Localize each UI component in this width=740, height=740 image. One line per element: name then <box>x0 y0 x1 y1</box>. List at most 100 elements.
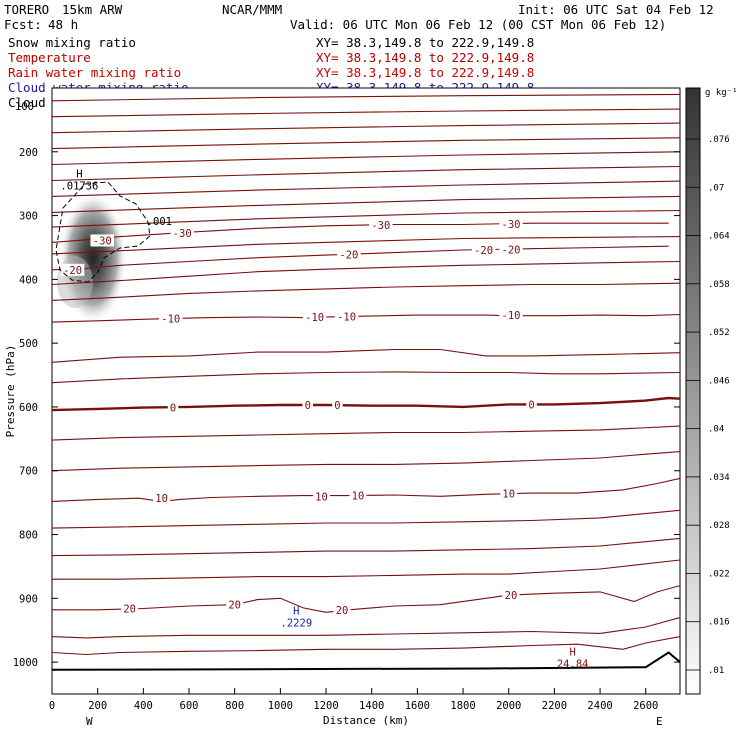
contour-label: 20 <box>123 604 136 616</box>
contour-label-bg <box>167 401 179 414</box>
x-tick-label: 0 <box>49 700 55 712</box>
contour-label: 0 <box>305 400 311 412</box>
y-tick-label: 600 <box>19 402 38 414</box>
contour-label-bg <box>332 399 343 412</box>
contour-label-bg <box>60 263 85 276</box>
isotherm-line <box>52 509 680 529</box>
contour-label: -20 <box>502 244 521 256</box>
x-tick-label: 1400 <box>359 700 384 712</box>
isotherm-line <box>52 282 680 301</box>
colorbar-label: .07 <box>708 183 724 193</box>
contour-label: 0 <box>528 399 534 411</box>
contour-label-bg <box>302 311 327 324</box>
isotherm-line <box>52 636 680 656</box>
contour-label-bg <box>499 217 523 230</box>
x-tick-label: 1000 <box>268 700 293 712</box>
isotherm-line <box>52 425 680 441</box>
field-coordinates: XY= 38.3,149.8 to 222.9,149.8 <box>316 65 534 80</box>
field-name: Rain water mixing ratio <box>8 65 181 80</box>
contour-label-bg <box>526 398 537 411</box>
contour-label-bg <box>153 492 171 505</box>
x-tick-label: 2000 <box>496 700 521 712</box>
isotherm-line <box>52 165 680 182</box>
y-tick-label: 400 <box>19 274 38 286</box>
contour-label: -10 <box>305 312 324 324</box>
y-tick-label: 700 <box>19 466 38 478</box>
colorbar-label: .04 <box>708 425 724 435</box>
max-value: .01736 <box>60 180 98 192</box>
contour-label: 10 <box>352 491 365 503</box>
isotherm-line <box>52 93 680 102</box>
contour-label-bg <box>502 589 520 602</box>
max-value: 24.84 <box>557 659 589 671</box>
contour-label-bg <box>500 487 518 500</box>
field-name: Temperature <box>8 50 91 65</box>
y-tick-label: 200 <box>19 147 38 159</box>
y-axis-title: Pressure (hPa) <box>4 345 17 438</box>
contour-label-bg <box>471 244 496 257</box>
terrain-surface <box>52 651 680 671</box>
valid-time: Valid: 06 UTC Mon 06 Feb 12 (00 CST Mon … <box>290 17 666 32</box>
contour-label: 20 <box>228 600 241 612</box>
isotherm-line <box>52 209 680 228</box>
max-marker: H <box>293 605 299 617</box>
y-tick-label: 1000 <box>13 657 38 669</box>
x-tick-label: 800 <box>225 700 244 712</box>
y-tick-label: 300 <box>19 211 38 223</box>
isotherm-line <box>52 348 680 363</box>
isotherm-line <box>52 137 680 150</box>
max-marker: H <box>570 647 576 659</box>
isotherm-line <box>52 559 680 580</box>
isotherm-line <box>52 537 680 557</box>
contour-label: 10 <box>502 489 515 501</box>
contour-label-bg <box>170 226 194 239</box>
field-coordinates: XY= 38.3,149.8 to 222.9,149.8 <box>316 35 534 50</box>
contour-label: -30 <box>502 219 521 231</box>
contour-label: -20 <box>339 249 358 261</box>
west-label: W <box>86 715 93 728</box>
y-tick-label: 100 <box>15 101 34 113</box>
contour-label-bg <box>349 489 367 502</box>
isotherm-line <box>52 122 680 134</box>
x-tick-label: 2400 <box>587 700 612 712</box>
colorbar-label: .046 <box>708 376 730 386</box>
x-tick-label: 600 <box>180 700 199 712</box>
contour-label-bg <box>302 399 314 412</box>
x-tick-label: 1600 <box>405 700 430 712</box>
contour-label-bg <box>333 603 351 616</box>
contour-label-bg <box>158 312 183 325</box>
cloud-ice-contour <box>55 181 151 283</box>
model-name: TORERO <box>4 2 49 17</box>
colorbar-label: .064 <box>708 232 730 242</box>
east-label: E <box>656 715 663 728</box>
contour-label: 0 <box>334 400 340 412</box>
colorbar-label: .016 <box>708 618 730 628</box>
contour-label-bg <box>121 602 139 615</box>
model-resolution: 15km ARW <box>62 2 123 17</box>
contour-label: 20 <box>336 605 349 617</box>
max-marker: H <box>76 168 82 180</box>
contour-value-label: .001 <box>147 216 172 228</box>
x-tick-label: 2600 <box>633 700 658 712</box>
contour-label-bg <box>369 219 393 232</box>
x-tick-label: 400 <box>134 700 153 712</box>
contour-label: 0 <box>170 403 176 415</box>
contour-label-bg <box>337 248 361 261</box>
contour-label: -30 <box>93 235 112 247</box>
colorbar-label: .01 <box>708 666 724 676</box>
isotherm-line <box>52 151 680 166</box>
colorbar <box>685 87 701 695</box>
isotherm-line <box>52 195 680 213</box>
field-coordinates: XY= 38.3,149.8 to 222.9,149.8 <box>316 50 534 65</box>
isotherm-line <box>52 180 680 197</box>
init-time: Init: 06 UTC Sat 04 Feb 12 <box>518 2 714 17</box>
x-tick-label: 2200 <box>542 700 567 712</box>
y-tick-label: 800 <box>19 530 38 542</box>
isotherm-line <box>52 236 680 255</box>
contour-label-bg <box>499 309 523 322</box>
colorbar-label: .076 <box>708 135 730 145</box>
colorbar-label: .052 <box>708 328 730 338</box>
contour-label: -10 <box>161 313 180 325</box>
x-tick-label: 1200 <box>313 700 338 712</box>
